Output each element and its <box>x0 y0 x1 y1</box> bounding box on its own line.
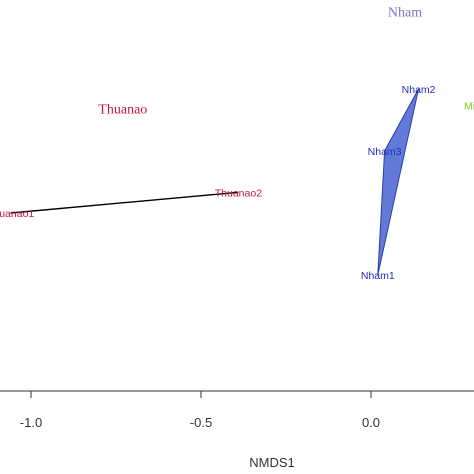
x-tick-label-1: -0.5 <box>190 415 212 430</box>
group-0-hull <box>10 191 239 214</box>
x-axis: -1.0 -0.5 0.0 <box>0 390 474 430</box>
x-axis-title: NMDS1 <box>249 455 295 470</box>
plot-area: Thuanao Thuanao1 Thuanao2 Nham Nham2 Nham3 Nha… <box>0 5 474 282</box>
point-label-1-0: Nham2 <box>402 84 436 96</box>
point-label-1-1: Nham3 <box>368 146 402 158</box>
point-label-2-0: Mi <box>464 100 474 112</box>
point-label-0-0: Thuanao1 <box>0 208 34 220</box>
point-label-0-1: Thuanao2 <box>215 187 262 199</box>
group-1-hull <box>377 88 420 276</box>
x-tick-label-2: 0.0 <box>362 415 380 430</box>
x-tick-label-0: -1.0 <box>20 415 42 430</box>
group-label-0: Thuanao <box>98 103 147 118</box>
point-label-1-2: Nham1 <box>361 270 395 282</box>
group-label-1: Nham <box>388 5 422 20</box>
